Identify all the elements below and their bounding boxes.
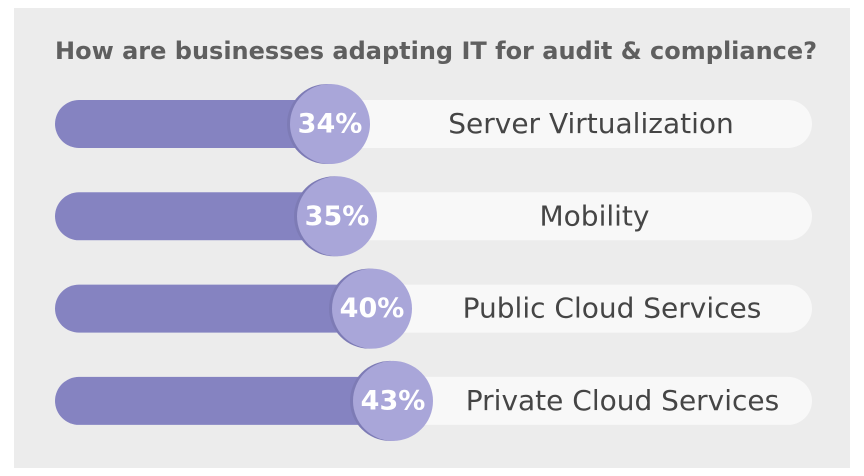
category-label: Server Virtualization: [448, 107, 733, 140]
badge: [297, 176, 377, 257]
badge: [290, 84, 370, 164]
value-label: 40%: [340, 293, 405, 324]
bar: [55, 376, 393, 425]
bar: [55, 192, 337, 241]
bar: [55, 284, 372, 333]
value-label: 35%: [305, 201, 370, 232]
value-label: 43%: [361, 385, 426, 416]
category-label: Mobility: [540, 199, 650, 232]
category-label: Private Cloud Services: [466, 384, 779, 417]
badge: [332, 268, 412, 349]
value-label: 34%: [298, 109, 363, 140]
badge: [353, 360, 433, 441]
bar: [55, 100, 330, 148]
category-label: Public Cloud Services: [463, 292, 762, 325]
chart-title: How are businesses adapting IT for audit…: [55, 37, 817, 65]
